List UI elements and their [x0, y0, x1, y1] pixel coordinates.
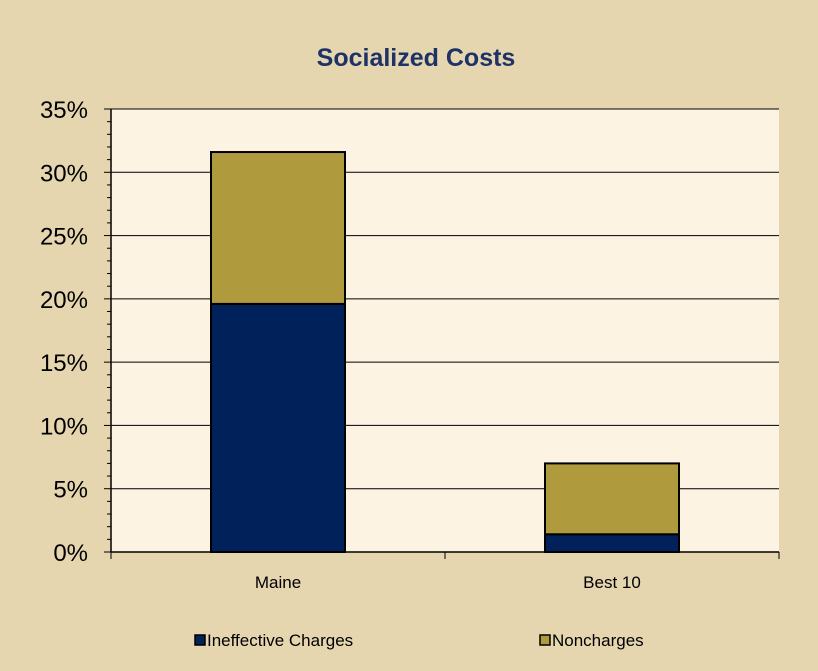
- legend: Ineffective Charges Noncharges: [194, 631, 644, 650]
- y-tick-label: 20%: [40, 287, 88, 314]
- chart-title: Socialized Costs: [317, 44, 516, 72]
- y-tick-label: 10%: [40, 413, 88, 440]
- axes: [104, 108, 780, 559]
- legend-label: Noncharges: [552, 631, 644, 650]
- bar: [544, 533, 680, 554]
- x-category-labels: Maine Best 10: [255, 573, 641, 592]
- legend-label: Ineffective Charges: [207, 631, 353, 650]
- x-category-label: Maine: [255, 573, 301, 592]
- y-tick-label: 5%: [53, 477, 88, 504]
- legend-swatch: [194, 634, 206, 646]
- legend-swatch: [539, 634, 551, 646]
- y-tick-label: 30%: [40, 160, 88, 187]
- y-tick-labels: 0% 5% 10% 15% 20% 25% 30% 35%: [40, 97, 88, 567]
- y-tick-label: 25%: [40, 224, 88, 251]
- bar: [544, 462, 680, 536]
- y-tick-label: 15%: [40, 350, 88, 377]
- bar: [210, 151, 346, 305]
- y-tick-label: 0%: [53, 540, 88, 567]
- y-tick-label: 35%: [40, 97, 88, 124]
- bars: [210, 151, 680, 554]
- bar: [210, 302, 346, 554]
- x-category-label: Best 10: [583, 573, 641, 592]
